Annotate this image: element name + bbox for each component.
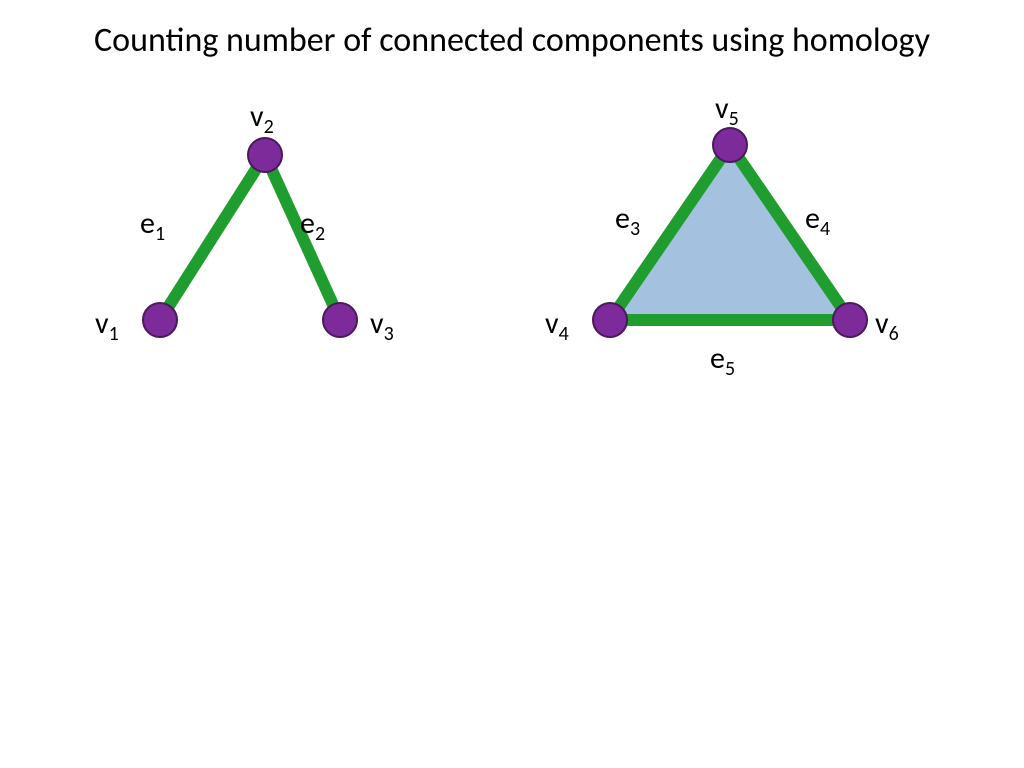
label-e5: e5 — [710, 340, 735, 381]
label-v5: v5 — [715, 90, 739, 131]
vertex-v5 — [713, 128, 747, 162]
vertex-v6 — [833, 303, 867, 337]
vertex-v2 — [248, 138, 282, 172]
label-v2: v2 — [250, 98, 274, 139]
label-v4: v4 — [545, 305, 569, 346]
label-e2: e2 — [300, 205, 325, 246]
label-e3: e3 — [615, 200, 640, 241]
diagram-svg — [0, 0, 1024, 768]
vertex-v4 — [593, 303, 627, 337]
vertex-v1 — [143, 303, 177, 337]
label-v6: v6 — [875, 305, 899, 346]
label-e4: e4 — [805, 200, 830, 241]
label-e1: e1 — [140, 205, 165, 246]
label-v1: v1 — [95, 305, 119, 346]
edge-e1 — [160, 155, 265, 320]
label-v3: v3 — [370, 305, 394, 346]
vertex-v3 — [323, 303, 357, 337]
